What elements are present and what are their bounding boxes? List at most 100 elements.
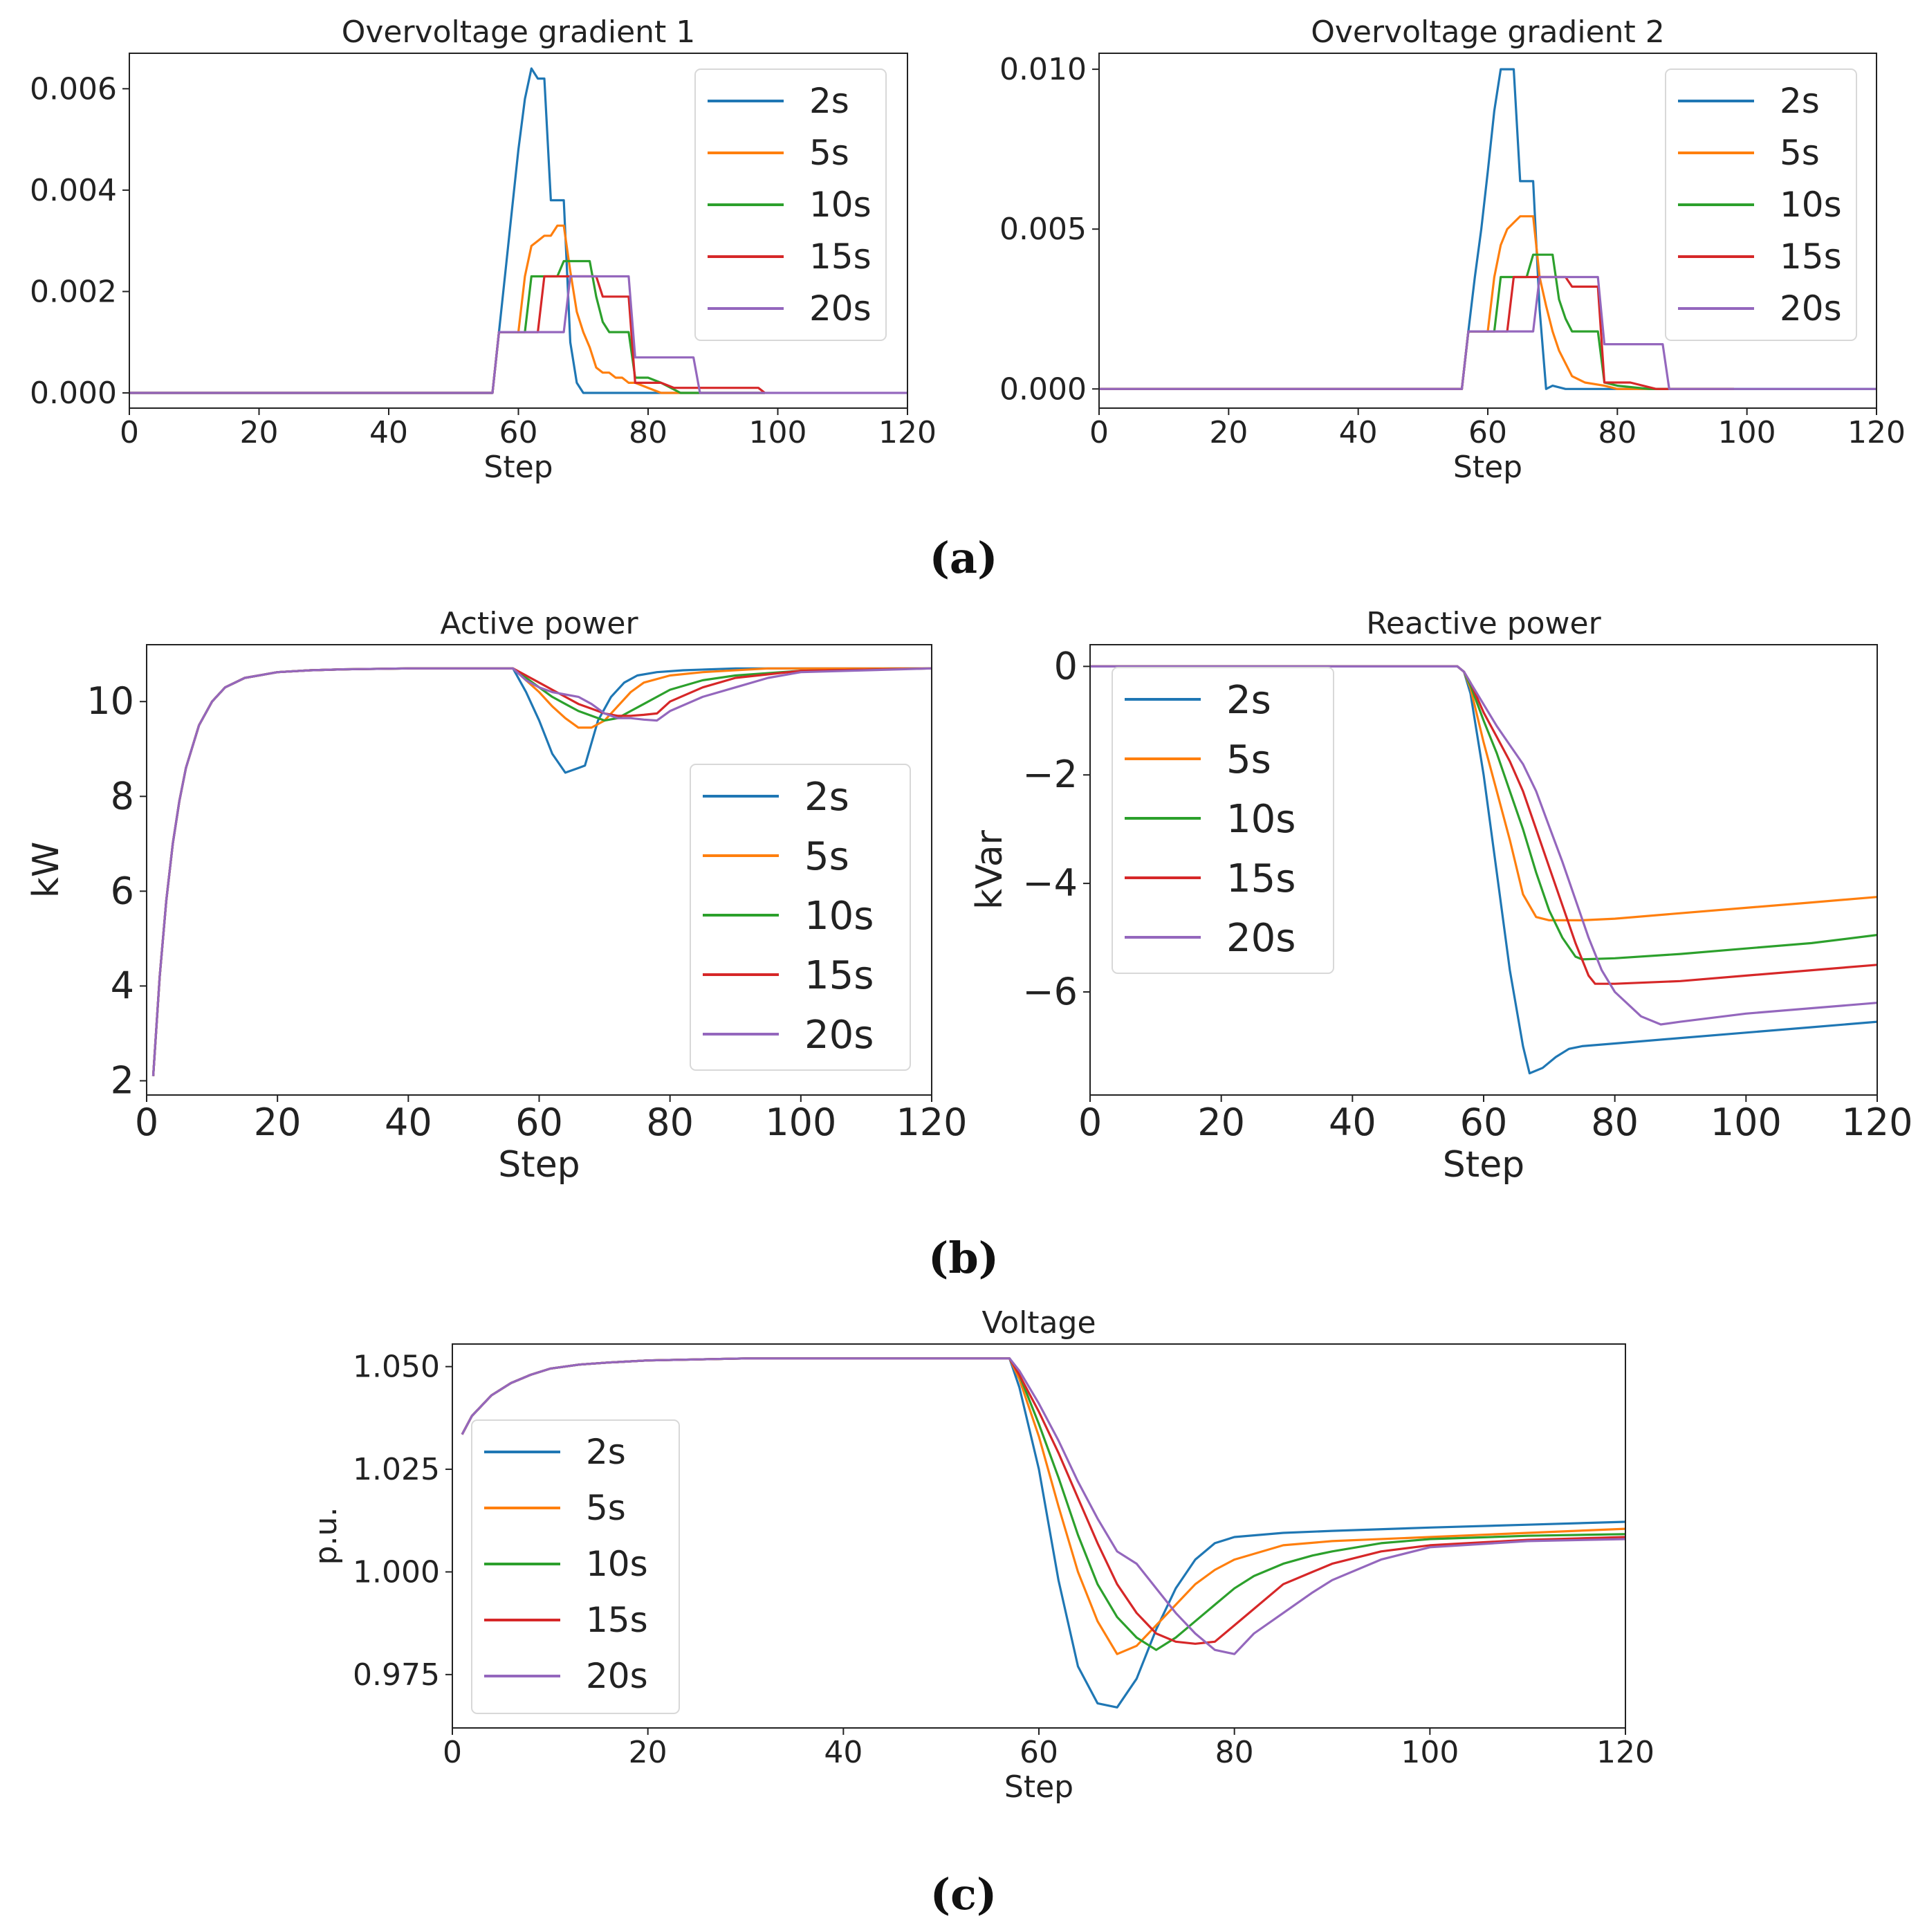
y-tick-label: 8 [111, 774, 134, 818]
chart-2: Overvoltage gradient 2 0 20 40 60 80 100 120 0.0… [999, 15, 1906, 485]
x-tick-label: 80 [629, 415, 667, 450]
x-tick-label: 100 [1401, 1735, 1459, 1770]
legend-box [1112, 667, 1334, 974]
series-group [1090, 665, 1877, 1075]
x-tick-label: 0 [120, 415, 139, 450]
series-line-20s [151, 667, 932, 1076]
legend-label-5s: 5s [1226, 737, 1271, 782]
legend-label-15s: 15s [809, 237, 872, 277]
legend-label-20s: 20s [1780, 288, 1842, 329]
series-group [461, 1357, 1625, 1709]
y-tick-label: 4 [111, 964, 134, 1007]
x-tick-label: 80 [1598, 415, 1636, 450]
legend: 2s 5s 10s 15s 20s [694, 68, 887, 341]
x-tick-label: 0 [443, 1735, 462, 1770]
legend-box [690, 764, 911, 1071]
legend-label-20s: 20s [1226, 916, 1296, 961]
x-tick-label: 80 [1215, 1735, 1254, 1770]
chart-title: Voltage [981, 1305, 1096, 1341]
legend-label-15s: 15s [1226, 856, 1296, 901]
y-axis-label: kVar [969, 829, 1011, 910]
x-tick-label: 60 [1460, 1101, 1508, 1144]
chart-4: Reactive power 0 20 40 60 80 100 120 0 −2 −4 −6 Step… [969, 606, 1913, 1186]
legend-label-15s: 15s [804, 953, 874, 998]
y-tick-label: −4 [1022, 861, 1078, 905]
chart-5: Voltage 0 20 40 60 80 100 120 0.975 1.000 1.025 1.0… [308, 1305, 1654, 1805]
y-tick-label: 0.002 [30, 274, 117, 309]
x-tick-label: 100 [749, 415, 807, 450]
y-tick-label: 1.000 [353, 1554, 440, 1590]
chart-title: Overvoltage gradient 2 [1311, 15, 1665, 50]
x-tick-label: 80 [646, 1101, 694, 1144]
y-tick-label: 0.000 [999, 371, 1087, 407]
y-tick-label: 0.004 [30, 173, 117, 208]
x-axis-label: Step [1453, 450, 1522, 485]
legend-label-10s: 10s [809, 185, 872, 225]
y-tick-label: −6 [1022, 970, 1078, 1013]
y-tick-label: 0.000 [30, 376, 117, 411]
x-tick-label: 60 [515, 1101, 563, 1144]
x-tick-label: 100 [1711, 1101, 1782, 1144]
series-line-10s [1090, 665, 1877, 961]
y-tick-label: 2 [111, 1058, 134, 1102]
chart-title: Reactive power [1366, 606, 1601, 641]
x-tick-label: 40 [1339, 415, 1378, 450]
x-tick-label: 40 [824, 1735, 863, 1770]
legend-label-10s: 10s [1780, 185, 1842, 225]
y-tick-label: 0.975 [353, 1657, 440, 1693]
y-tick-label: 0.005 [999, 212, 1087, 247]
panel-label-a: (a) [930, 533, 998, 583]
panel-label-c: (c) [930, 1869, 997, 1920]
x-tick-label: 0 [1089, 415, 1109, 450]
y-tick-label: 0 [1054, 644, 1078, 688]
series-line-20s [1099, 275, 1877, 390]
y-tick-label: 6 [111, 869, 134, 912]
legend: 2s 5s 10s 15s 20s [1665, 68, 1857, 341]
chart-title: Overvoltage gradient 1 [342, 15, 696, 50]
legend-label-5s: 5s [586, 1488, 626, 1528]
legend-label-2s: 2s [804, 775, 849, 820]
series-line-10s [129, 259, 765, 394]
y-axis-label: kW [26, 842, 67, 899]
x-tick-label: 0 [135, 1101, 158, 1144]
legend-label-10s: 10s [804, 894, 874, 939]
x-tick-label: 60 [1020, 1735, 1058, 1770]
x-tick-label: 100 [1718, 415, 1776, 450]
series-line-2s [129, 67, 765, 394]
series-line-20s [461, 1357, 1625, 1655]
legend-label-20s: 20s [809, 288, 872, 329]
legend-label-5s: 5s [809, 133, 849, 173]
y-axis-label: p.u. [308, 1507, 344, 1565]
y-tick-label: 1.050 [353, 1350, 440, 1385]
x-tick-label: 0 [1078, 1101, 1102, 1144]
legend-label-2s: 2s [1226, 678, 1271, 723]
series-line-2s [1090, 665, 1877, 1075]
series-group [129, 67, 907, 394]
y-tick-label: 0.010 [999, 52, 1087, 87]
legend-box [471, 1419, 680, 1714]
series-line-15s [129, 275, 766, 394]
legend-label-5s: 5s [1780, 133, 1820, 173]
legend-label-15s: 15s [1780, 237, 1842, 277]
x-tick-label: 40 [369, 415, 408, 450]
x-tick-label: 120 [878, 415, 937, 450]
series-group [151, 667, 932, 1076]
legend: 2s 5s 10s 15s 20s [690, 764, 911, 1071]
legend-label-2s: 2s [586, 1432, 626, 1472]
series-line-2s [1099, 68, 1877, 390]
series-line-5s [129, 224, 765, 394]
x-tick-label: 80 [1591, 1101, 1639, 1144]
legend-label-10s: 10s [1226, 797, 1296, 842]
series-line-10s [1099, 253, 1734, 390]
x-axis-label: Step [1443, 1144, 1524, 1186]
series-line-20s [1090, 665, 1877, 1026]
series-line-20s [129, 275, 907, 394]
x-axis-label: Step [1004, 1769, 1073, 1805]
legend-box [694, 68, 887, 341]
chart-3: Active power 0 20 40 60 80 100 120 2 4 6 8 10 Step kW 2… [26, 606, 968, 1186]
x-tick-label: 60 [499, 415, 538, 450]
x-tick-label: 60 [1468, 415, 1507, 450]
series-line-15s [1099, 275, 1734, 390]
panel-label-b: (b) [928, 1233, 999, 1283]
